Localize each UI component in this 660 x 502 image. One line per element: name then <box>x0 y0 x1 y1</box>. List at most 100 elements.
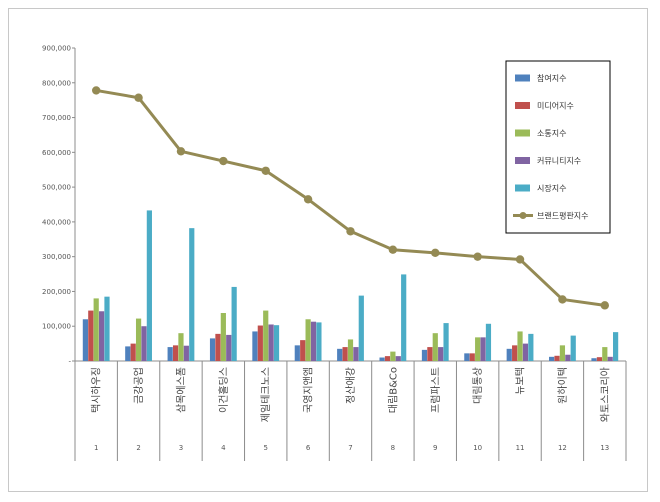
bar-4-6 <box>310 321 317 361</box>
y-tick-label: 300,000 <box>42 253 71 261</box>
bar-4-8 <box>395 356 401 361</box>
brand-index-point-13 <box>600 301 610 310</box>
bar-4-11 <box>522 343 529 361</box>
brand-index-point-7 <box>346 227 355 236</box>
bar-4-12 <box>565 354 571 361</box>
y-tick-label: 700,000 <box>42 114 71 122</box>
legend-swatch-2 <box>515 102 530 109</box>
brand-index-point-12 <box>558 295 567 304</box>
category-index-8: 8 <box>391 444 395 452</box>
bar-2-4 <box>215 333 221 361</box>
category-index-3: 3 <box>179 444 183 452</box>
brand-index-point-11 <box>515 255 525 264</box>
legend-swatch-4 <box>515 157 530 164</box>
axis-labels: 택시하우징 1 금강공업 2 삼목에스폼 3 이건홀딩스 4 제일테크노스 5 국영지앤엠 6 정산애강… <box>90 367 612 452</box>
bar-3-11 <box>517 331 523 361</box>
bar-5-8 <box>401 274 407 361</box>
category-index-7: 7 <box>348 444 352 452</box>
bar-4-3 <box>183 345 189 361</box>
bar-5-2 <box>146 210 152 361</box>
bar-3-6 <box>305 319 311 361</box>
brand-index-point-9 <box>431 248 440 258</box>
bar-1-12 <box>549 356 555 361</box>
bar-4-4 <box>226 334 232 361</box>
bar-1-4 <box>209 338 216 361</box>
category-label-7: 정산애강 <box>345 367 357 404</box>
bar-2-9 <box>427 347 433 361</box>
bar-4-5 <box>268 324 274 361</box>
bar-2-10 <box>469 353 475 361</box>
bar-3-7 <box>347 339 354 361</box>
bar-3-12 <box>559 345 566 361</box>
category-label-3: 삼목에스폼 <box>175 367 187 413</box>
legend-label-5: 시장지수 <box>537 183 566 193</box>
bar-4-13 <box>607 356 613 361</box>
bar-1-6 <box>294 345 300 361</box>
bar-1-8 <box>379 357 385 361</box>
axes: - 100,000 200,000 300,000 400,000 500,000 600,… <box>42 45 627 461</box>
line-series-group <box>91 86 610 310</box>
y-tick-label: 100,000 <box>42 323 71 331</box>
category-label-5: 제일테크노스 <box>260 367 272 422</box>
bar-3-10 <box>475 337 481 361</box>
category-index-1: 1 <box>94 444 98 452</box>
legend-swatch-5 <box>515 184 530 192</box>
brand-index-point-1 <box>91 86 101 95</box>
bar-3-2 <box>135 318 142 361</box>
brand-reputation-chart: - 100,000 200,000 300,000 400,000 500,000 600,… <box>42 45 627 461</box>
bar-1-11 <box>506 348 512 361</box>
category-label-10: 대림통상 <box>472 367 484 404</box>
bar-3-13 <box>602 347 608 361</box>
bar-2-7 <box>342 347 348 361</box>
bar-1-9 <box>421 349 428 361</box>
y-tick-label: 800,000 <box>42 79 71 87</box>
brand-index-point-5 <box>261 166 270 175</box>
bar-5-11 <box>528 333 534 361</box>
bar-2-5 <box>257 325 263 361</box>
category-index-4: 4 <box>221 444 226 452</box>
category-label-9: 프럼파스트 <box>429 367 442 413</box>
category-label-13: 와토스코리아 <box>599 367 611 422</box>
legend-label-3: 소통지수 <box>537 129 566 138</box>
category-index-11: 11 <box>516 444 525 452</box>
bar-5-5 <box>273 325 280 361</box>
bar-5-7 <box>358 295 364 361</box>
bar-3-4 <box>220 313 226 361</box>
bar-2-3 <box>172 345 179 361</box>
bar-1-10 <box>464 353 470 361</box>
bar-2-13 <box>596 357 603 361</box>
bar-1-13 <box>591 358 597 361</box>
category-index-10: 10 <box>473 444 482 452</box>
bar-4-9 <box>438 347 444 361</box>
bar-5-1 <box>104 296 110 361</box>
bar-4-7 <box>353 347 359 361</box>
bar-2-6 <box>300 340 306 361</box>
brand-index-point-4 <box>219 156 228 166</box>
brand-index-point-10 <box>473 252 482 261</box>
bar-2-8 <box>384 356 391 361</box>
bar-1-7 <box>337 348 343 361</box>
legend-swatch-1 <box>515 74 530 82</box>
brand-index-point-3 <box>176 147 186 156</box>
legend-box <box>505 60 611 234</box>
bar-4-2 <box>141 326 147 361</box>
category-label-4: 이건홀딩스 <box>217 367 230 413</box>
bar-2-12 <box>554 355 560 361</box>
bar-2-1 <box>88 310 94 361</box>
y-tick-label: - <box>68 358 71 366</box>
legend-label-6: 브랜드평판지수 <box>537 211 589 221</box>
category-label-11: 뉴보텍 <box>515 367 527 395</box>
category-index-12: 12 <box>558 444 567 452</box>
category-index-5: 5 <box>263 444 267 452</box>
category-label-2: 금강공업 <box>132 367 145 404</box>
bar-4-10 <box>480 337 486 361</box>
brand-index-point-8 <box>388 245 398 254</box>
category-index-9: 9 <box>433 444 437 452</box>
bar-5-4 <box>231 286 237 361</box>
bar-series-group <box>82 210 619 361</box>
bar-5-12 <box>570 335 576 361</box>
bar-3-9 <box>432 333 438 361</box>
bar-3-5 <box>263 310 269 361</box>
legend-swatch-3 <box>515 129 530 137</box>
